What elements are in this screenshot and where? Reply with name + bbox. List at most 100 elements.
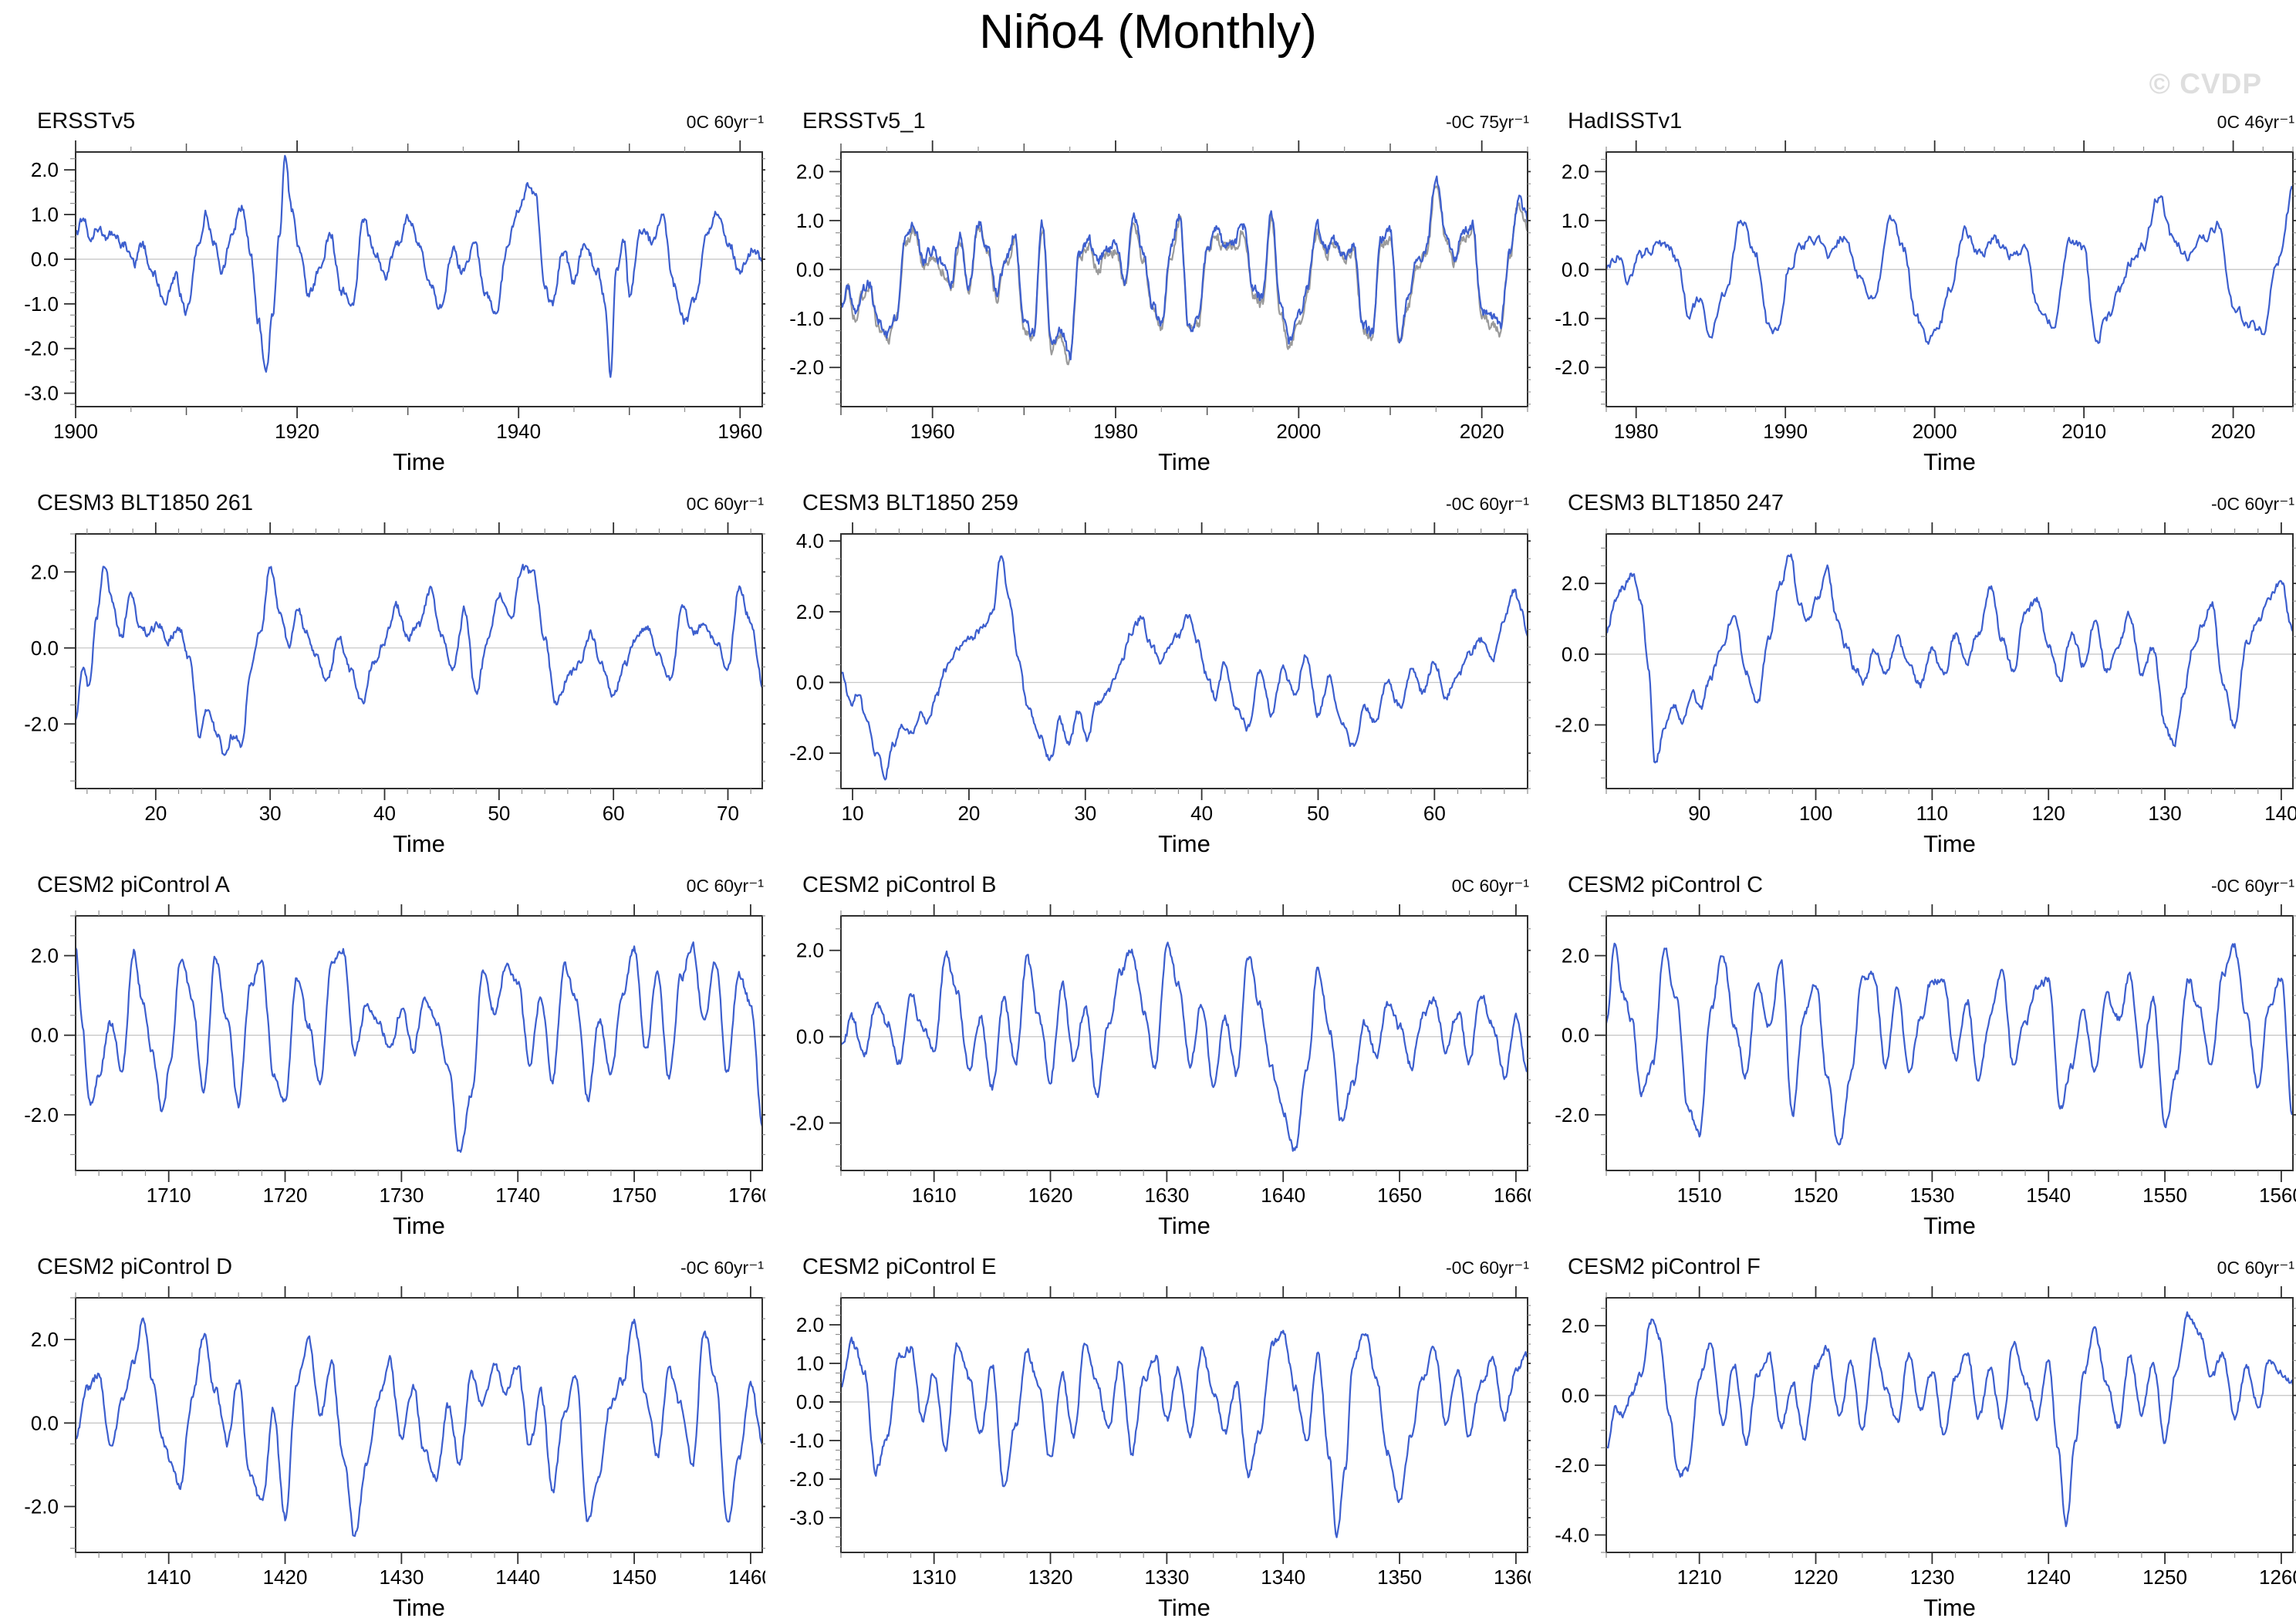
series-line	[841, 175, 1528, 360]
plot-frame	[75, 151, 763, 407]
x-tick-label: 70	[717, 802, 739, 825]
panel-cesm3-blt1850-247: CESM3 BLT1850 247 -0C 60yr⁻¹ 90 100 110 120…	[1531, 471, 2296, 853]
y-tick-label: -2.0	[789, 356, 824, 379]
y-tick-label: 1.0	[1562, 209, 1589, 232]
plot-frame	[840, 151, 1528, 407]
panel-ersstv5-1: ERSSTv5_1 -0C 75yr⁻¹ 1960 1980 2000 2020 2.0…	[765, 89, 1531, 471]
x-axis-label: Time	[393, 448, 445, 471]
y-tick-label: 0.0	[1562, 643, 1589, 666]
x-tick-label: 50	[488, 802, 510, 825]
y-tick-label: -1.0	[1555, 307, 1589, 330]
plot-frame	[1606, 1297, 2294, 1553]
y-tick-label: 1.0	[31, 203, 59, 226]
series-line	[841, 941, 1528, 1152]
x-tick-label: 1660	[1494, 1184, 1531, 1207]
x-tick-label: 90	[1688, 802, 1710, 825]
y-tick-label: -2.0	[789, 1468, 824, 1491]
panel-cesm2-picontrol-c: CESM2 piControl C -0C 60yr⁻¹ 1510 1520 153…	[1531, 853, 2296, 1235]
y-tick-label: 0.0	[1562, 1024, 1589, 1047]
y-tick-label: 0.0	[796, 258, 824, 281]
y-tick-label: -4.0	[1555, 1523, 1589, 1546]
x-tick-label: 1340	[1261, 1566, 1305, 1589]
x-tick-label: 20	[144, 802, 167, 825]
y-tick-label: 2.0	[31, 1328, 59, 1351]
x-tick-label: 1560	[2259, 1184, 2296, 1207]
x-tick-label: 1220	[1794, 1566, 1838, 1589]
series-line	[76, 563, 762, 756]
y-tick-label: 0.0	[31, 1024, 59, 1047]
y-tick-label: 2.0	[796, 160, 824, 183]
y-tick-label: 1.0	[796, 1352, 824, 1375]
series-line	[841, 1329, 1528, 1539]
x-tick-label: 1410	[147, 1566, 191, 1589]
panel-cesm2-picontrol-e: CESM2 piControl E -0C 60yr⁻¹ 1310 1320 133…	[765, 1235, 1531, 1616]
x-axis-label: Time	[393, 830, 445, 853]
timeseries-plot: 1710 1720 1730 1740 1750 1760 2.0 0.0 -2.0 Time	[24, 904, 765, 1235]
x-axis-label: Time	[1158, 1594, 1210, 1616]
x-tick-label: 1210	[1677, 1566, 1722, 1589]
x-tick-label: 1230	[1909, 1566, 1954, 1589]
y-tick-label: -2.0	[789, 741, 824, 765]
timeseries-plot: 20 30 40 50 60 70 2.0 0.0 -2.0 Time	[24, 522, 765, 853]
plot-frame	[840, 915, 1528, 1171]
x-tick-label: 110	[1916, 802, 1948, 825]
x-tick-label: 20	[957, 802, 980, 825]
x-tick-label: 1320	[1028, 1566, 1073, 1589]
x-tick-label: 1360	[1494, 1566, 1531, 1589]
x-tick-label: 1420	[263, 1566, 308, 1589]
y-tick-label: -2.0	[1555, 356, 1589, 379]
panel-cesm2-picontrol-f: CESM2 piControl F 0C 60yr⁻¹ 1210 1220 1230…	[1531, 1235, 2296, 1616]
y-tick-label: 0.0	[31, 637, 59, 660]
timeseries-plot: 1980 1990 2000 2010 2020 2.0 1.0 0.0 -1.0 -2.0 Tim…	[1555, 140, 2296, 471]
x-tick-label: 2000	[1276, 420, 1321, 443]
x-tick-label: 1530	[1909, 1184, 1954, 1207]
timeseries-plot: 1610 1620 1630 1640 1650 1660 2.0 0.0 -2.0 Time	[789, 904, 1531, 1235]
y-tick-label: -2.0	[789, 1111, 824, 1134]
y-tick-label: -2.0	[1555, 1454, 1589, 1477]
x-tick-label: 1900	[53, 420, 98, 443]
y-tick-label: 2.0	[31, 158, 59, 181]
x-tick-label: 30	[259, 802, 282, 825]
x-tick-label: 130	[2148, 802, 2181, 825]
panel-cesm2-picontrol-a: CESM2 piControl A 0C 60yr⁻¹ 1710 1720 1730…	[0, 853, 765, 1235]
x-tick-label: 1440	[495, 1566, 540, 1589]
timeseries-plot: 1410 1420 1430 1440 1450 1460 2.0 0.0 -2.0 Time	[24, 1286, 765, 1616]
y-tick-label: 0.0	[31, 1411, 59, 1434]
y-tick-label: -2.0	[24, 1495, 59, 1518]
panel-ersstv5: ERSSTv5 0C 60yr⁻¹ 1900 1920 1940 1960 2.0 1.0…	[0, 89, 765, 471]
plot-frame	[75, 1297, 763, 1553]
timeseries-plot: 1960 1980 2000 2020 2.0 1.0 0.0 -1.0 -2.0 Time	[789, 140, 1531, 471]
x-tick-label: 30	[1074, 802, 1096, 825]
series-line	[76, 1317, 762, 1537]
timeseries-plot: 1210 1220 1230 1240 1250 1260 2.0 0.0 -2.0 -4.0 Ti…	[1555, 1286, 2296, 1616]
series-line	[841, 555, 1528, 781]
x-tick-label: 1990	[1763, 420, 1808, 443]
y-tick-label: -2.0	[24, 1103, 59, 1127]
x-tick-label: 10	[842, 802, 864, 825]
y-tick-label: -3.0	[789, 1506, 824, 1529]
x-tick-label: 1650	[1377, 1184, 1422, 1207]
x-axis-label: Time	[393, 1594, 445, 1616]
y-tick-label: 1.0	[796, 209, 824, 232]
series-line	[1606, 942, 2293, 1146]
y-tick-label: 2.0	[796, 939, 824, 962]
x-tick-label: 1940	[496, 420, 541, 443]
y-tick-label: 2.0	[31, 560, 59, 583]
x-tick-label: 1460	[728, 1566, 765, 1589]
series-line	[76, 941, 762, 1154]
y-tick-label: 2.0	[31, 944, 59, 968]
x-tick-label: 1630	[1144, 1184, 1189, 1207]
y-tick-label: 0.0	[1562, 1384, 1589, 1407]
y-tick-label: -1.0	[789, 1429, 824, 1452]
panel-cesm2-picontrol-b: CESM2 piControl B 0C 60yr⁻¹ 1610 1620 1630…	[765, 853, 1531, 1235]
x-tick-label: 2000	[1913, 420, 1957, 443]
x-axis-label: Time	[1923, 448, 1976, 471]
timeseries-plot: 1310 1320 1330 1340 1350 1360 2.0 1.0 0.0 -1.0 -2.…	[789, 1286, 1531, 1616]
x-tick-label: 1920	[275, 420, 319, 443]
y-tick-label: 2.0	[1562, 572, 1589, 595]
x-tick-label: 1550	[2142, 1184, 2187, 1207]
y-tick-label: -3.0	[24, 382, 59, 405]
x-axis-label: Time	[1158, 448, 1210, 471]
x-tick-label: 1960	[718, 420, 762, 443]
x-tick-label: 2020	[1460, 420, 1504, 443]
